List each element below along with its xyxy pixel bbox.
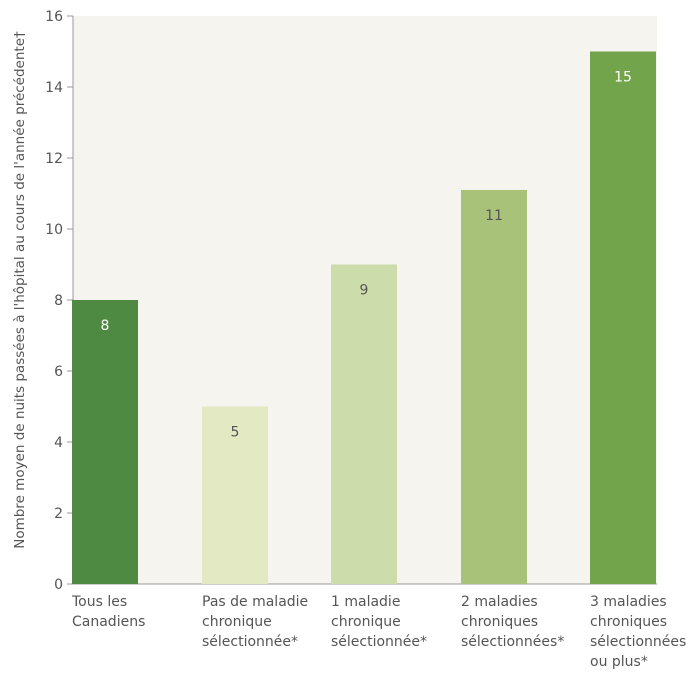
x-category-label: Pas de maladie chronique sélectionnée* — [202, 594, 308, 650]
y-tick-label: 8 — [54, 293, 63, 309]
bar — [202, 406, 268, 584]
bar-value-label: 8 — [101, 318, 110, 334]
y-tick-label: 14 — [45, 80, 63, 96]
x-category-label: 1 maladie chronique sélectionnée* — [331, 594, 427, 650]
bar — [72, 300, 138, 584]
y-tick-label: 10 — [45, 222, 63, 238]
bar-value-label: 11 — [485, 208, 503, 224]
x-category-label: 3 maladies chroniques sélectionnées ou plus… — [590, 594, 686, 670]
y-axis-title: Nombre moyen de nuits passées à l'hôpita… — [12, 31, 28, 549]
bar-value-label: 15 — [614, 70, 632, 86]
y-tick-label: 0 — [54, 577, 63, 593]
bar — [331, 264, 397, 584]
bar — [461, 189, 527, 584]
x-category-label: 2 maladies chroniques sélectionnées* — [461, 594, 564, 650]
y-axis: 0 2 4 6 8 10 12 14 16 — [45, 9, 74, 593]
y-tick-label: 6 — [54, 364, 63, 380]
bar-value-label: 9 — [360, 283, 369, 299]
x-axis-labels: Tous les Canadiens Pas de maladie chronique… — [71, 594, 686, 670]
x-category-label: Tous les Canadiens — [71, 594, 145, 630]
bar-value-label: 5 — [231, 425, 240, 441]
y-tick-label: 2 — [54, 506, 63, 522]
y-tick-label: 12 — [45, 151, 63, 167]
bars: 8 5 9 11 15 — [72, 51, 656, 584]
bar — [590, 51, 656, 584]
y-tick-label: 4 — [54, 435, 63, 451]
y-tick-label: 16 — [45, 9, 63, 25]
